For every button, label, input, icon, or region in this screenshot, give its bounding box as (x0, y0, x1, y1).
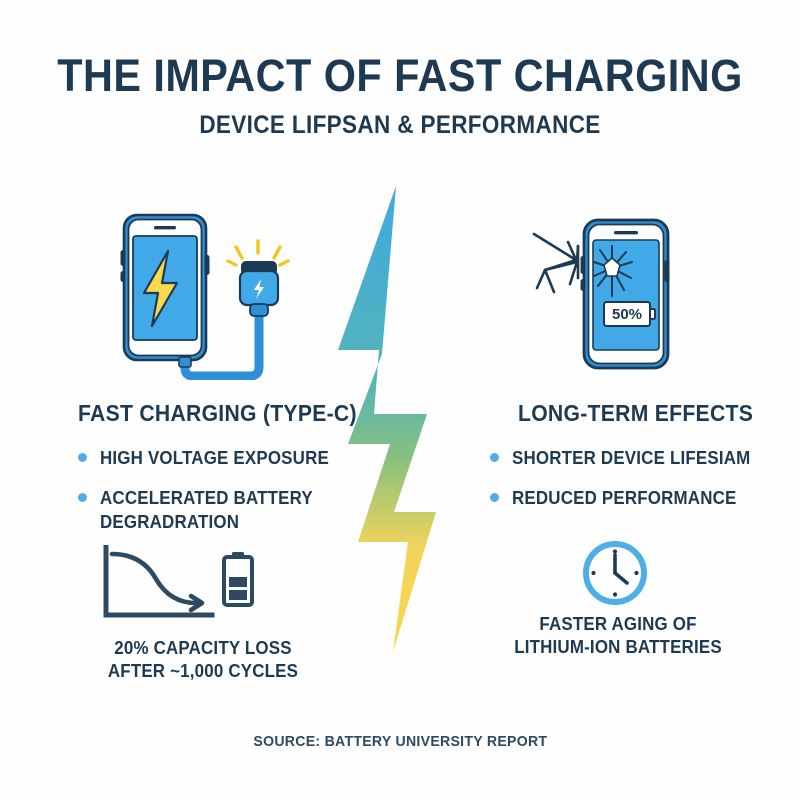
header: THE IMPACT OF FAST CHARGING DEVICE LIFPS… (0, 52, 800, 140)
right-bullet-list: SHORTER DEVICE LIFESIAM REDUCED PERFORMA… (490, 447, 790, 527)
right-stat-line-1: FASTER AGING OF (539, 614, 697, 634)
declining-curve-icon (100, 544, 270, 630)
bullet-dot-icon (490, 492, 499, 502)
bullet-dot-icon (490, 453, 499, 462)
lightning-bolt-icon (330, 182, 470, 677)
list-item: HIGH VOLTAGE EXPOSURE (78, 447, 378, 471)
source-footer: SOURCE: BATTERY UNIVERSITY REPORT (0, 733, 800, 750)
left-column-heading: FAST CHARGING (TYPE-C) (78, 400, 357, 426)
right-stat-line-2: LITHIUM-ION BATTERIES (514, 637, 722, 658)
bullet-dot-icon (78, 492, 87, 502)
left-stat-line-2: AFTER ~1,000 CYCLES (107, 661, 299, 682)
bullet-label: HIGH VOLTAGE EXPOSURE (100, 448, 329, 468)
phone-charging-usb-c-icon (110, 205, 300, 385)
bullet-dot-icon (78, 453, 87, 462)
bullet-label: REDUCED PERFORMANCE (512, 487, 737, 508)
list-item: SHORTER DEVICE LIFESIAM (490, 447, 790, 471)
phone-cracked-screen-icon: 50% (528, 212, 688, 382)
bullet-label: ACCELERATED BATTERY DEGRADRATION (100, 487, 313, 532)
list-item: ACCELERATED BATTERY DEGRADRATION (78, 487, 378, 535)
list-item: REDUCED PERFORMANCE (490, 487, 790, 511)
page-subtitle: DEVICE LIFPSAN & PERFORMANCE (199, 111, 601, 140)
right-stat-caption: FASTER AGING OF LITHIUM-ION BATTERIES (483, 613, 753, 660)
source-label: SOURCE: BATTERY UNIVERSITY REPORT (253, 733, 547, 750)
clock-icon (580, 538, 650, 613)
left-stat-caption: 20% CAPACITY LOSS AFTER ~1,000 CYCLES (68, 637, 338, 684)
left-bullet-list: HIGH VOLTAGE EXPOSURE ACCELERATED BATTER… (78, 447, 378, 551)
bullet-label: SHORTER DEVICE LIFESIAM (512, 448, 751, 468)
right-column-heading: LONG-TERM EFFECTS (518, 400, 754, 426)
left-stat-line-1: 20% CAPACITY LOSS (114, 638, 292, 658)
battery-percent-label: 50% (612, 306, 642, 323)
page-title: THE IMPACT OF FAST CHARGING (57, 50, 743, 101)
battery-icon (222, 552, 254, 607)
